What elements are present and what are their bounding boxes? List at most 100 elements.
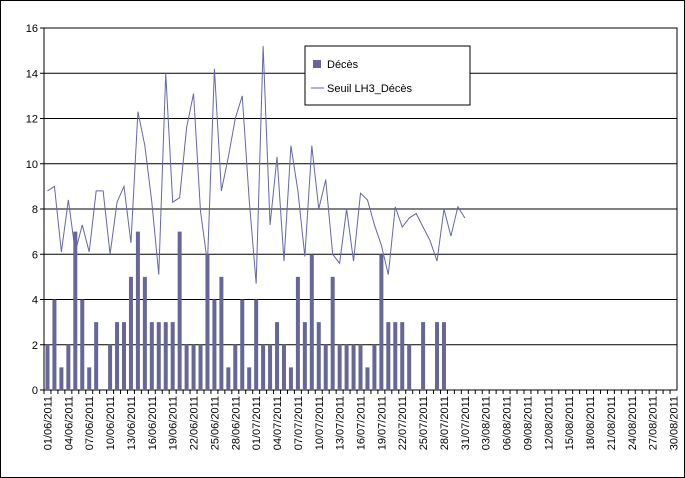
bar — [45, 344, 50, 390]
bar — [226, 367, 231, 390]
x-tick-label: 16/06/2011 — [147, 396, 159, 450]
bar — [73, 231, 78, 390]
x-tick-label: 31/07/2011 — [460, 396, 472, 450]
legend-box — [304, 45, 471, 106]
bar — [316, 322, 321, 390]
bar — [198, 344, 203, 390]
bar — [156, 322, 161, 390]
bar — [142, 276, 147, 390]
bar — [295, 276, 300, 390]
x-tick-label: 01/07/2011 — [251, 396, 263, 450]
line — [47, 46, 466, 284]
bar — [351, 344, 356, 390]
bar — [233, 344, 238, 390]
x-tick-label: 16/07/2011 — [356, 396, 368, 450]
bar — [135, 231, 140, 390]
bar — [441, 322, 446, 390]
y-tick-label: 4 — [32, 295, 38, 307]
y-tick-label: 6 — [32, 249, 38, 261]
x-tick-label: 25/07/2011 — [418, 396, 430, 450]
x-tick-label: 24/08/2011 — [627, 396, 639, 450]
bar — [121, 322, 126, 390]
bar — [302, 322, 307, 390]
bar — [372, 344, 377, 390]
y-tick-label: 10 — [26, 159, 38, 171]
bar — [323, 344, 328, 390]
bar — [219, 276, 224, 390]
bar — [344, 344, 349, 390]
bar — [52, 299, 57, 390]
x-tick-label: 22/06/2011 — [189, 396, 201, 450]
bar — [115, 322, 120, 390]
bar — [275, 322, 280, 390]
bar — [80, 299, 85, 390]
x-tick-label: 06/08/2011 — [502, 396, 514, 450]
bar — [128, 276, 133, 390]
bar — [212, 299, 217, 390]
bar — [66, 344, 71, 390]
x-tick-label: 07/07/2011 — [293, 396, 305, 450]
bar — [247, 367, 252, 390]
x-tick-label: 10/06/2011 — [105, 396, 117, 450]
bar — [240, 299, 245, 390]
x-tick-label: 09/08/2011 — [522, 396, 534, 450]
bar — [59, 367, 64, 390]
x-tick-label: 19/07/2011 — [376, 396, 388, 450]
bar — [400, 322, 405, 390]
bar — [386, 322, 391, 390]
bar — [393, 322, 398, 390]
y-tick-label: 0 — [32, 385, 38, 397]
x-tick-label: 10/07/2011 — [314, 396, 326, 450]
bar — [337, 344, 342, 390]
x-tick-label: 21/08/2011 — [606, 396, 618, 450]
y-tick-label: 14 — [26, 68, 38, 80]
y-tick-label: 16 — [26, 23, 38, 35]
bar — [421, 322, 426, 390]
x-tick-label: 30/08/2011 — [669, 396, 681, 450]
bar — [261, 344, 266, 390]
x-tick-label: 15/08/2011 — [564, 396, 576, 450]
y-tick-label: 2 — [32, 340, 38, 352]
bar — [281, 344, 286, 390]
x-tick-label: 28/06/2011 — [230, 396, 242, 450]
bar — [309, 254, 314, 390]
x-tick-label: 27/08/2011 — [648, 396, 660, 450]
x-tick-label: 18/08/2011 — [585, 396, 597, 450]
bar — [365, 367, 370, 390]
bar — [87, 367, 92, 390]
bar — [358, 344, 363, 390]
bar — [108, 344, 113, 390]
x-tick-label: 13/06/2011 — [126, 396, 138, 450]
legend-label: Seuil LH3_Décès — [327, 83, 412, 95]
x-tick-label: 07/06/2011 — [84, 396, 96, 450]
x-tick-label: 04/07/2011 — [272, 396, 284, 450]
x-tick-label: 04/06/2011 — [63, 396, 75, 450]
x-tick-label: 25/06/2011 — [209, 396, 221, 450]
x-tick-label: 28/07/2011 — [439, 396, 451, 450]
y-tick-label: 8 — [32, 204, 38, 216]
bar — [330, 276, 335, 390]
x-tick-label: 13/07/2011 — [335, 396, 347, 450]
bar — [177, 231, 182, 390]
bar — [94, 322, 99, 390]
bar — [254, 299, 259, 390]
x-tick-label: 19/06/2011 — [168, 396, 180, 450]
legend-label: Décès — [327, 59, 359, 71]
bar — [149, 322, 154, 390]
bar — [379, 254, 384, 390]
bar — [184, 344, 189, 390]
bar — [435, 322, 440, 390]
x-tick-label: 01/06/2011 — [42, 396, 54, 450]
y-tick-label: 12 — [26, 114, 38, 126]
bar — [268, 344, 273, 390]
bar — [170, 322, 175, 390]
bar — [288, 367, 293, 390]
legend-swatch — [313, 60, 321, 68]
x-tick-label: 22/07/2011 — [397, 396, 409, 450]
bar — [191, 344, 196, 390]
bar — [163, 322, 168, 390]
bar — [407, 344, 412, 390]
x-tick-label: 03/08/2011 — [481, 396, 493, 450]
x-tick-label: 12/08/2011 — [543, 396, 555, 450]
